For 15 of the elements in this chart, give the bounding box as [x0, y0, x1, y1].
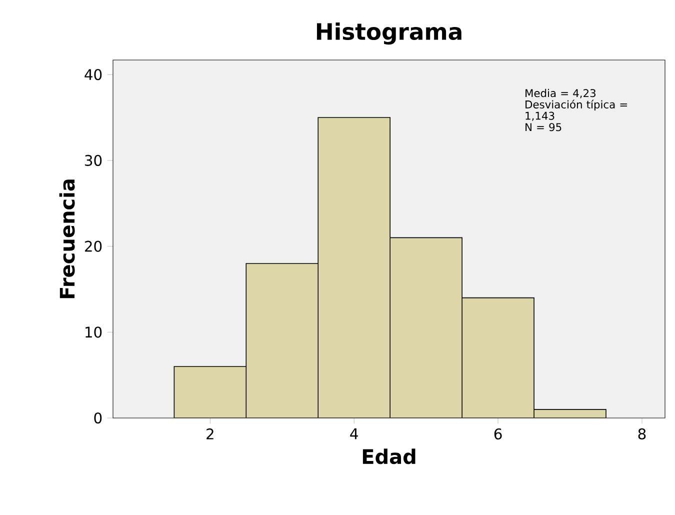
x-tick-label: 8: [638, 428, 646, 440]
x-tick-label: 2: [206, 428, 214, 440]
annotation: Desviación típica = 1,143: [526, 100, 627, 121]
y-tick-label: 10: [86, 326, 102, 338]
y-tick-label: 0: [94, 412, 102, 424]
annotation: Media = 4,23: [526, 88, 596, 98]
x-tick-label: 4: [350, 428, 358, 440]
y-tick-label: 40: [84, 69, 102, 80]
chart-title: Histograma: [316, 22, 462, 45]
y-axis-title: Frecuencia: [59, 180, 75, 298]
annotation: N = 95: [526, 123, 562, 132]
y-tick-label: 20: [85, 240, 102, 252]
x-axis-title: Edad: [362, 448, 416, 464]
x-tick-label: 6: [494, 428, 502, 440]
y-tick-label: 30: [85, 154, 102, 166]
